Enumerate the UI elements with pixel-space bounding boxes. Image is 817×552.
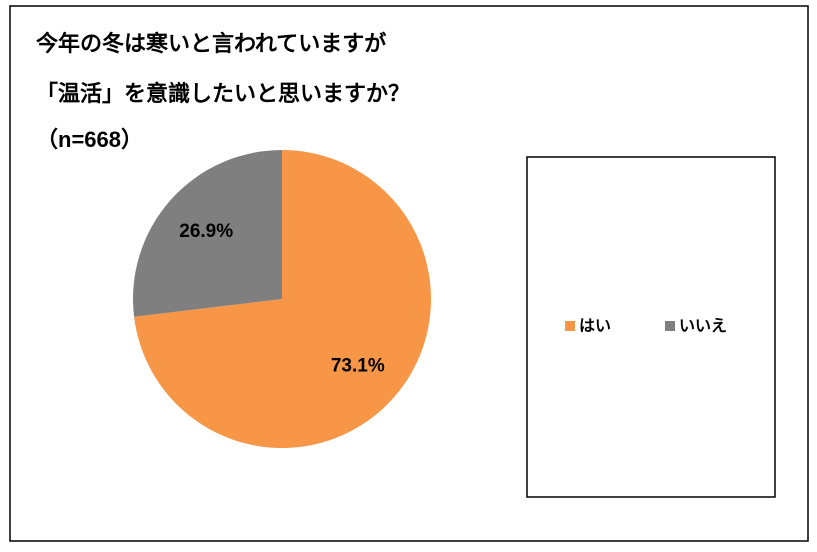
legend-swatch [565, 321, 575, 331]
legend-label: いいえ [679, 317, 727, 335]
data-label: 73.1% [331, 355, 385, 376]
legend-label: はい [579, 318, 611, 335]
chart-title: （n=668） [36, 127, 143, 152]
legend-swatch [665, 321, 675, 331]
chart-title: 今年の冬は寒いと言われていますが [36, 31, 386, 56]
data-label: 26.9% [179, 221, 233, 242]
chart-title: 「温活」を意識したいと思いますか？ [36, 81, 410, 106]
pie-slice [132, 150, 282, 317]
pie-slice [134, 150, 431, 448]
legend-box [526, 156, 776, 498]
